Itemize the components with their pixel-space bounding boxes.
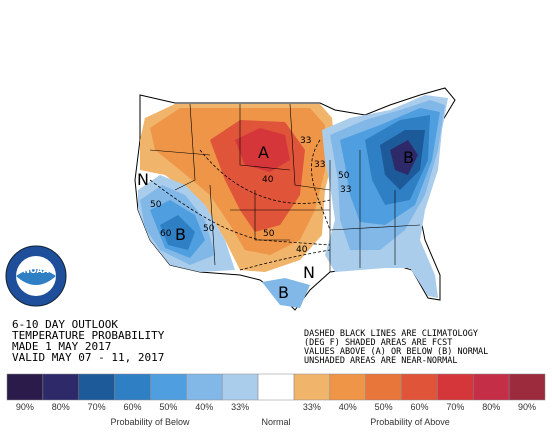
legend-swatch — [114, 373, 151, 401]
legend-title: Probability of Above — [370, 417, 450, 427]
legend-swatch — [437, 373, 474, 401]
legend-swatch — [78, 373, 115, 401]
map-label: N — [137, 170, 149, 189]
legend-label: 70% — [88, 402, 106, 412]
legend-label: 50% — [375, 402, 393, 412]
legend-label: 80% — [482, 402, 500, 412]
state-lines — [149, 103, 421, 272]
legend-title: Normal — [261, 417, 290, 427]
header-line: MADE 1 MAY 2017 — [12, 340, 111, 353]
map-label: B — [278, 283, 289, 302]
legend-swatch — [6, 373, 44, 401]
map-label: 33 — [300, 136, 311, 146]
legend-title: Probability of Below — [110, 417, 190, 427]
legend-swatch — [186, 373, 223, 401]
above-70 — [235, 128, 290, 172]
legend-label: 40% — [195, 402, 213, 412]
note-line: (DEG F) SHADED AREAS ARE FCST — [304, 338, 452, 348]
legend-swatch — [365, 373, 402, 401]
legend-label: 50% — [159, 402, 177, 412]
legend-swatch — [221, 373, 259, 401]
legend-label: 40% — [339, 402, 357, 412]
noaa-logo: NOAA — [5, 245, 67, 307]
legend-label: 90% — [16, 402, 34, 412]
map-label: B — [403, 148, 414, 167]
below-sw-60 — [160, 215, 195, 250]
legend-label: 60% — [124, 402, 142, 412]
below-80 — [390, 140, 418, 175]
header-line: TEMPERATURE PROBABILITY — [12, 329, 165, 342]
note-line: DASHED BLACK LINES ARE CLIMATOLOGY — [304, 329, 478, 339]
map-label: 50 — [263, 229, 275, 239]
legend-swatch — [508, 373, 546, 401]
header-line: 6-10 DAY OUTLOOK — [12, 318, 118, 331]
header-line: VALID MAY 07 - 11, 2017 — [12, 351, 164, 364]
legend-swatch — [293, 373, 331, 401]
legend-swatch — [473, 373, 510, 401]
legend-label: 60% — [410, 402, 428, 412]
legend: 90% 80% 70% 60% 50% 40% 33% 33% 40% 50% 60% 70% 80% 9… — [6, 373, 546, 412]
legend-label: 33% — [303, 402, 321, 412]
logo-text: NOAA — [23, 266, 49, 275]
map-label: A — [258, 143, 269, 162]
map-label: 50 — [203, 224, 215, 234]
map-label: 50 — [338, 171, 350, 181]
map — [134, 87, 456, 311]
climatology-lines — [149, 139, 331, 271]
below-tx — [262, 278, 310, 308]
legend-swatch — [150, 373, 187, 401]
legend-label: 90% — [518, 402, 536, 412]
legend-label: 33% — [231, 402, 249, 412]
map-label: 40 — [296, 245, 308, 255]
note-line: VALUES ABOVE (A) OR BELOW (B) NORMAL — [304, 347, 488, 357]
legend-swatch — [329, 373, 366, 401]
legend-swatch — [401, 373, 438, 401]
legend-label: 70% — [446, 402, 464, 412]
note-line: UNSHADED AREAS ARE NEAR-NORMAL — [304, 356, 458, 366]
legend-swatch — [257, 373, 295, 401]
map-label: 50 — [150, 200, 162, 210]
map-label: 33 — [314, 160, 325, 170]
map-label: B — [175, 225, 186, 244]
legend-label: 80% — [52, 402, 70, 412]
map-label: 33 — [340, 185, 351, 195]
map-label: N — [303, 263, 315, 282]
map-label: 40 — [262, 175, 274, 185]
legend-swatch — [42, 373, 79, 401]
map-label: 60 — [160, 229, 172, 239]
